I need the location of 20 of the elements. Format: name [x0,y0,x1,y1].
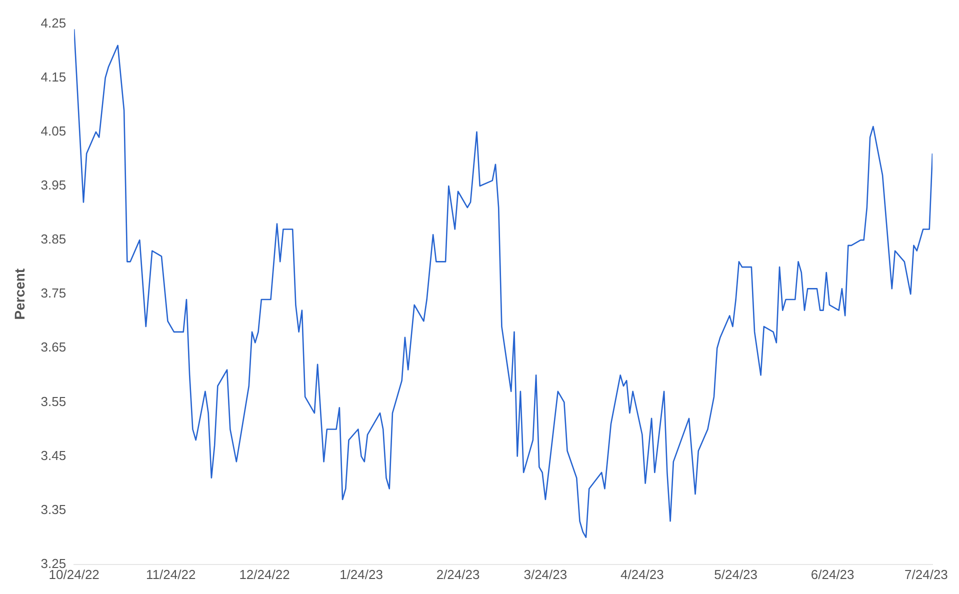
y-tick-label: 3.45 [40,448,66,463]
y-tick-label: 4.25 [40,15,66,30]
y-tick-label: 3.75 [40,286,66,301]
x-tick-label: 5/24/23 [714,566,758,582]
y-tick-label: 3.35 [40,502,66,517]
x-tick-label: 1/24/23 [340,566,383,582]
x-tick-label: 6/24/23 [810,566,854,582]
y-tick-label: 3.65 [40,340,66,355]
x-tick-label: 11/24/22 [146,566,196,582]
x-tick-label: 12/24/22 [239,566,290,582]
x-tick-label: 4/24/23 [620,566,664,582]
y-tick-label: 3.85 [40,232,66,247]
x-tick-label: 2/24/23 [436,566,480,582]
y-tick-label: 4.05 [40,124,66,138]
y-tick-label: 4.15 [40,69,66,84]
y-tick-label: 3.55 [40,394,66,409]
x-tick-label: 3/24/23 [524,566,568,582]
y-axis-title: Percent [11,268,28,320]
x-tick-label: 7/24/23 [904,566,948,582]
y-tick-label: 3.95 [40,178,66,193]
